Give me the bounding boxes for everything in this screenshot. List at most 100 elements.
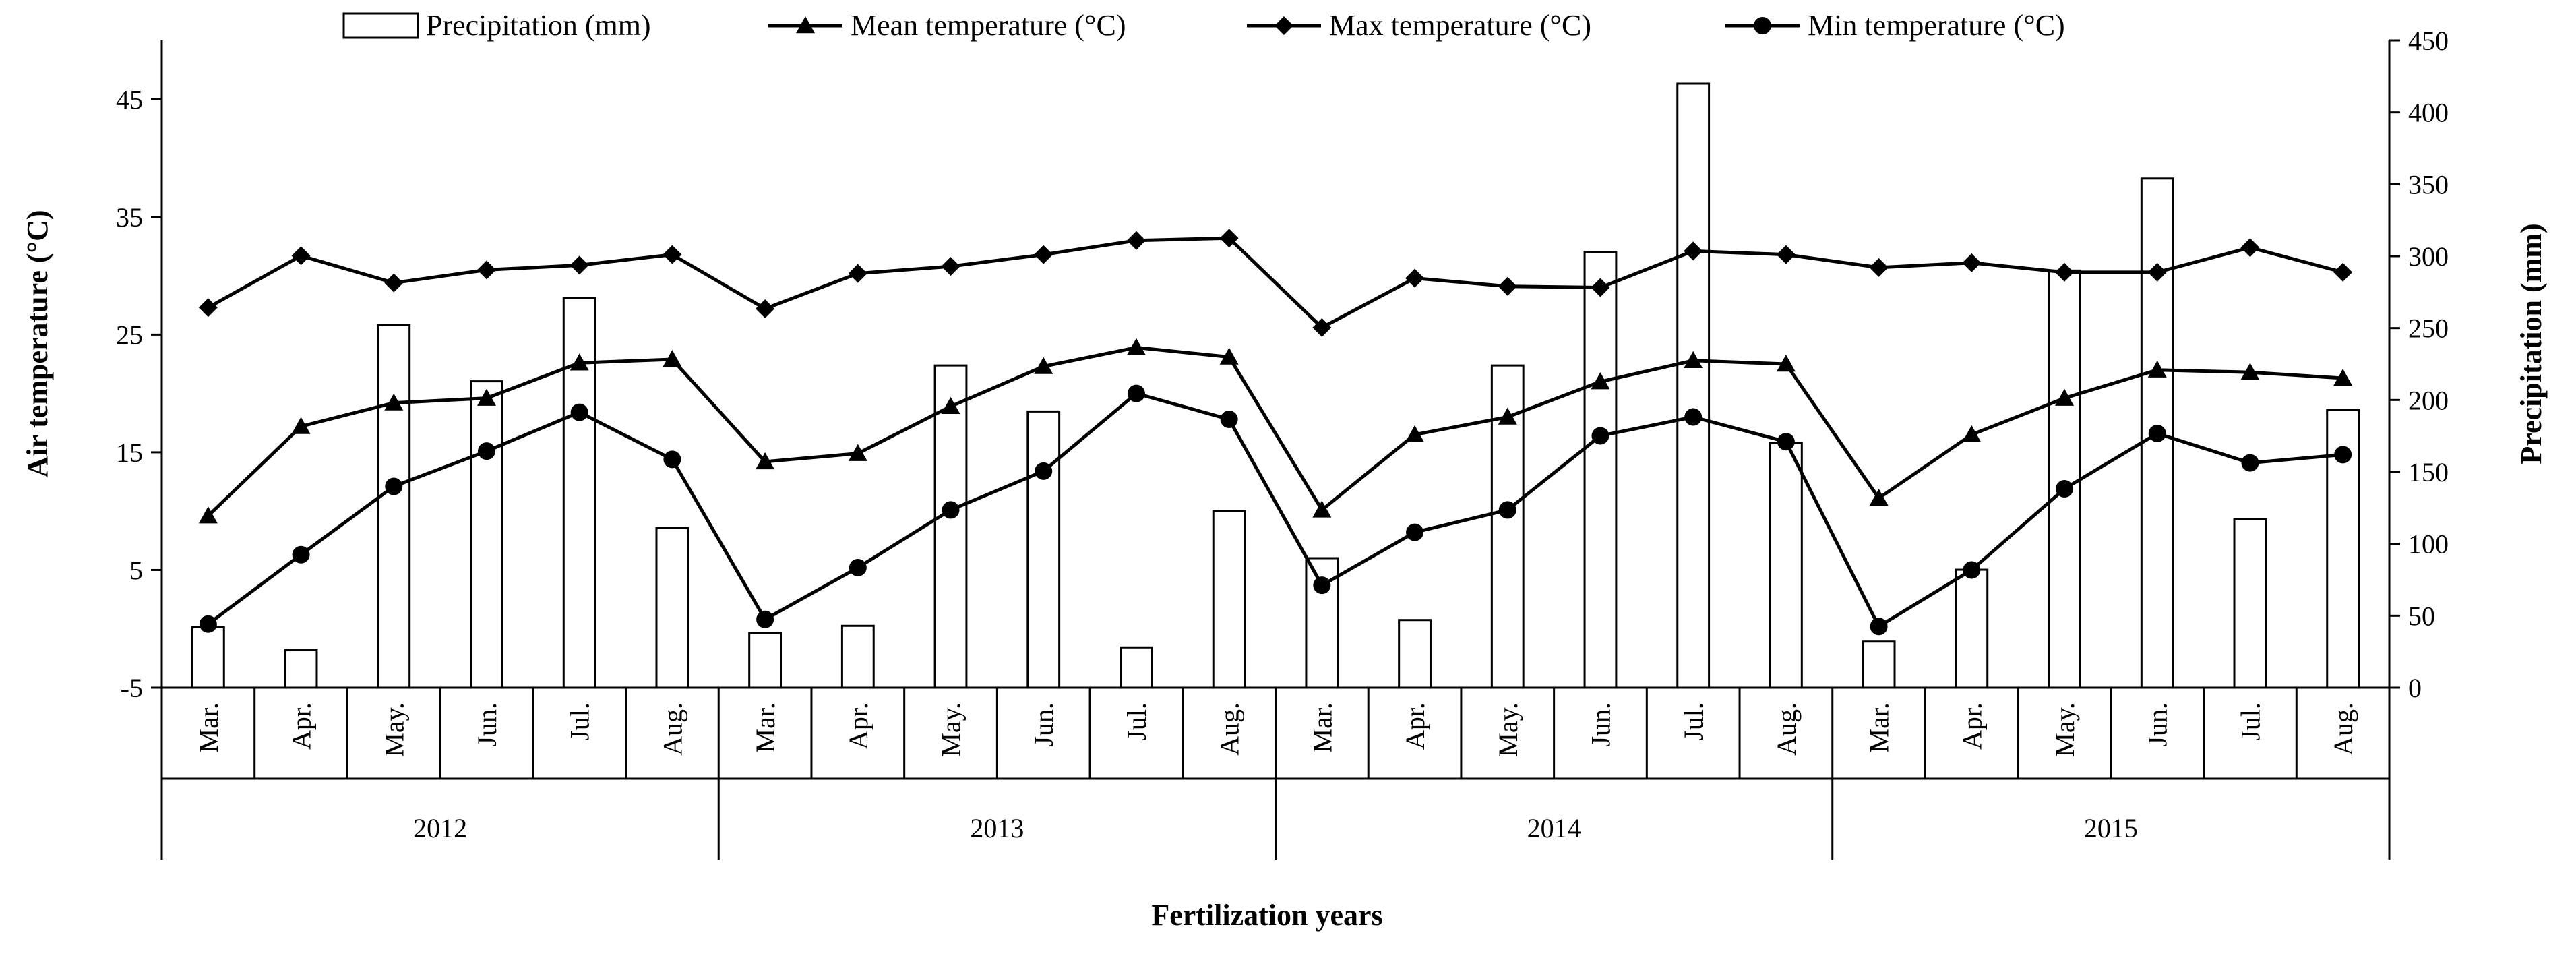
right-tick-label: 0 xyxy=(2408,673,2422,703)
data-point-diamond xyxy=(663,245,682,264)
legend: Precipitation (mm) Mean temperature (°C) M… xyxy=(342,9,2065,42)
right-tick-label: 200 xyxy=(2408,385,2449,415)
precipitation-bar xyxy=(1769,442,1803,689)
month-label: Aug. xyxy=(657,702,687,756)
data-point-diamond xyxy=(384,273,404,293)
month-label: Apr. xyxy=(843,702,873,750)
right-tick-label: 450 xyxy=(2408,26,2449,56)
precipitation-bar xyxy=(470,380,503,689)
left-y-axis-title: Air temperature (°C) xyxy=(21,210,54,477)
data-point-circle xyxy=(2056,480,2074,498)
data-point-triangle xyxy=(1869,488,1889,506)
left-tick-label: 5 xyxy=(129,555,143,585)
data-point-diamond xyxy=(1962,253,1982,272)
data-point-diamond xyxy=(2055,262,2075,282)
data-point-triangle xyxy=(291,417,311,434)
month-label: Jun. xyxy=(1029,702,1059,747)
right-tick-label: 250 xyxy=(2408,313,2449,344)
data-point-triangle xyxy=(941,396,960,415)
right-tick-label: 50 xyxy=(2408,601,2435,631)
data-point-diamond xyxy=(1776,245,1796,264)
precipitation-bar xyxy=(1862,640,1896,689)
data-point-circle xyxy=(1870,618,1888,636)
series-line-triangle xyxy=(207,346,2343,517)
data-point-diamond xyxy=(1126,231,1146,250)
data-point-diamond xyxy=(1684,241,1703,261)
month-label: Apr. xyxy=(1957,702,1987,750)
data-point-triangle xyxy=(2333,368,2353,386)
data-point-circle xyxy=(1963,561,1981,579)
data-point-diamond xyxy=(2333,262,2353,282)
month-label: May. xyxy=(2050,702,2080,757)
legend-swatch-bar xyxy=(342,12,419,39)
legend-label: Precipitation (mm) xyxy=(426,9,651,42)
precipitation-bar xyxy=(1583,251,1618,689)
data-point-triangle xyxy=(848,444,867,461)
precipitation-bar xyxy=(1120,646,1153,689)
legend-label: Mean temperature (°C) xyxy=(851,9,1126,42)
data-point-diamond xyxy=(198,298,218,318)
month-label: Jun. xyxy=(472,702,502,747)
data-point-triangle xyxy=(1126,338,1146,355)
data-point-diamond xyxy=(570,255,589,275)
data-point-diamond xyxy=(1405,268,1425,288)
month-label: Jul. xyxy=(565,702,595,741)
legend-label: Min temperature (°C) xyxy=(1808,9,2065,42)
data-point-circle xyxy=(663,450,681,469)
precipitation-bar xyxy=(1026,410,1061,689)
precipitation-bar xyxy=(748,632,783,689)
data-point-circle xyxy=(570,403,588,421)
data-point-diamond xyxy=(1034,245,1053,264)
month-label: Mar. xyxy=(1864,702,1895,752)
data-point-diamond xyxy=(1591,278,1610,297)
data-point-circle xyxy=(2334,446,2352,464)
data-point-triangle xyxy=(2240,363,2260,380)
month-label: Jun. xyxy=(1585,702,1616,747)
right-tick-label: 150 xyxy=(2408,457,2449,487)
year-label: 2015 xyxy=(2084,813,2138,843)
data-point-diamond xyxy=(291,246,311,266)
month-label: May. xyxy=(936,702,967,757)
month-label: Aug. xyxy=(1215,702,1245,756)
data-point-circle xyxy=(1591,427,1609,445)
right-tick-label: 100 xyxy=(2408,529,2449,560)
month-label: May. xyxy=(379,702,409,757)
month-label: Mar. xyxy=(750,702,780,752)
legend-marker-triangle xyxy=(796,16,815,34)
precipitation-bar xyxy=(840,624,875,689)
right-tick-label: 400 xyxy=(2408,98,2449,128)
series-line-diamond xyxy=(207,236,2343,330)
temperature-lines xyxy=(198,229,2353,636)
data-point-diamond xyxy=(1498,276,1517,296)
right-y-axis-title: Precipitation (mm) xyxy=(2515,223,2548,464)
precipitation-bar xyxy=(1398,619,1432,689)
precipitation-bar xyxy=(2048,269,2081,689)
data-point-circle xyxy=(1035,462,1053,480)
month-label: Jul. xyxy=(1122,702,1152,741)
data-point-diamond xyxy=(1312,318,1332,337)
data-point-diamond xyxy=(477,260,496,280)
data-point-triangle xyxy=(1776,355,1796,372)
data-point-diamond xyxy=(848,264,867,283)
data-point-circle xyxy=(1777,433,1795,451)
precipitation-bar xyxy=(377,324,411,689)
data-point-triangle xyxy=(1405,425,1425,442)
left-tick-label: 15 xyxy=(116,438,143,468)
month-label: May. xyxy=(1493,702,1523,757)
data-point-triangle xyxy=(756,452,775,470)
data-point-triangle xyxy=(2147,360,2167,378)
month-label: Mar. xyxy=(1307,702,1337,752)
data-point-circle xyxy=(199,615,217,633)
data-point-circle xyxy=(477,442,495,460)
month-label: Apr. xyxy=(1400,702,1430,750)
data-point-triangle xyxy=(198,506,218,524)
precipitation-bar xyxy=(2233,518,2267,689)
data-point-triangle xyxy=(570,353,589,371)
month-label: Aug. xyxy=(1771,702,1802,756)
data-point-diamond xyxy=(2240,238,2260,258)
data-point-circle xyxy=(1406,523,1424,541)
data-point-diamond xyxy=(2147,262,2167,282)
data-point-circle xyxy=(2241,454,2259,472)
precipitation-bar xyxy=(655,527,689,689)
